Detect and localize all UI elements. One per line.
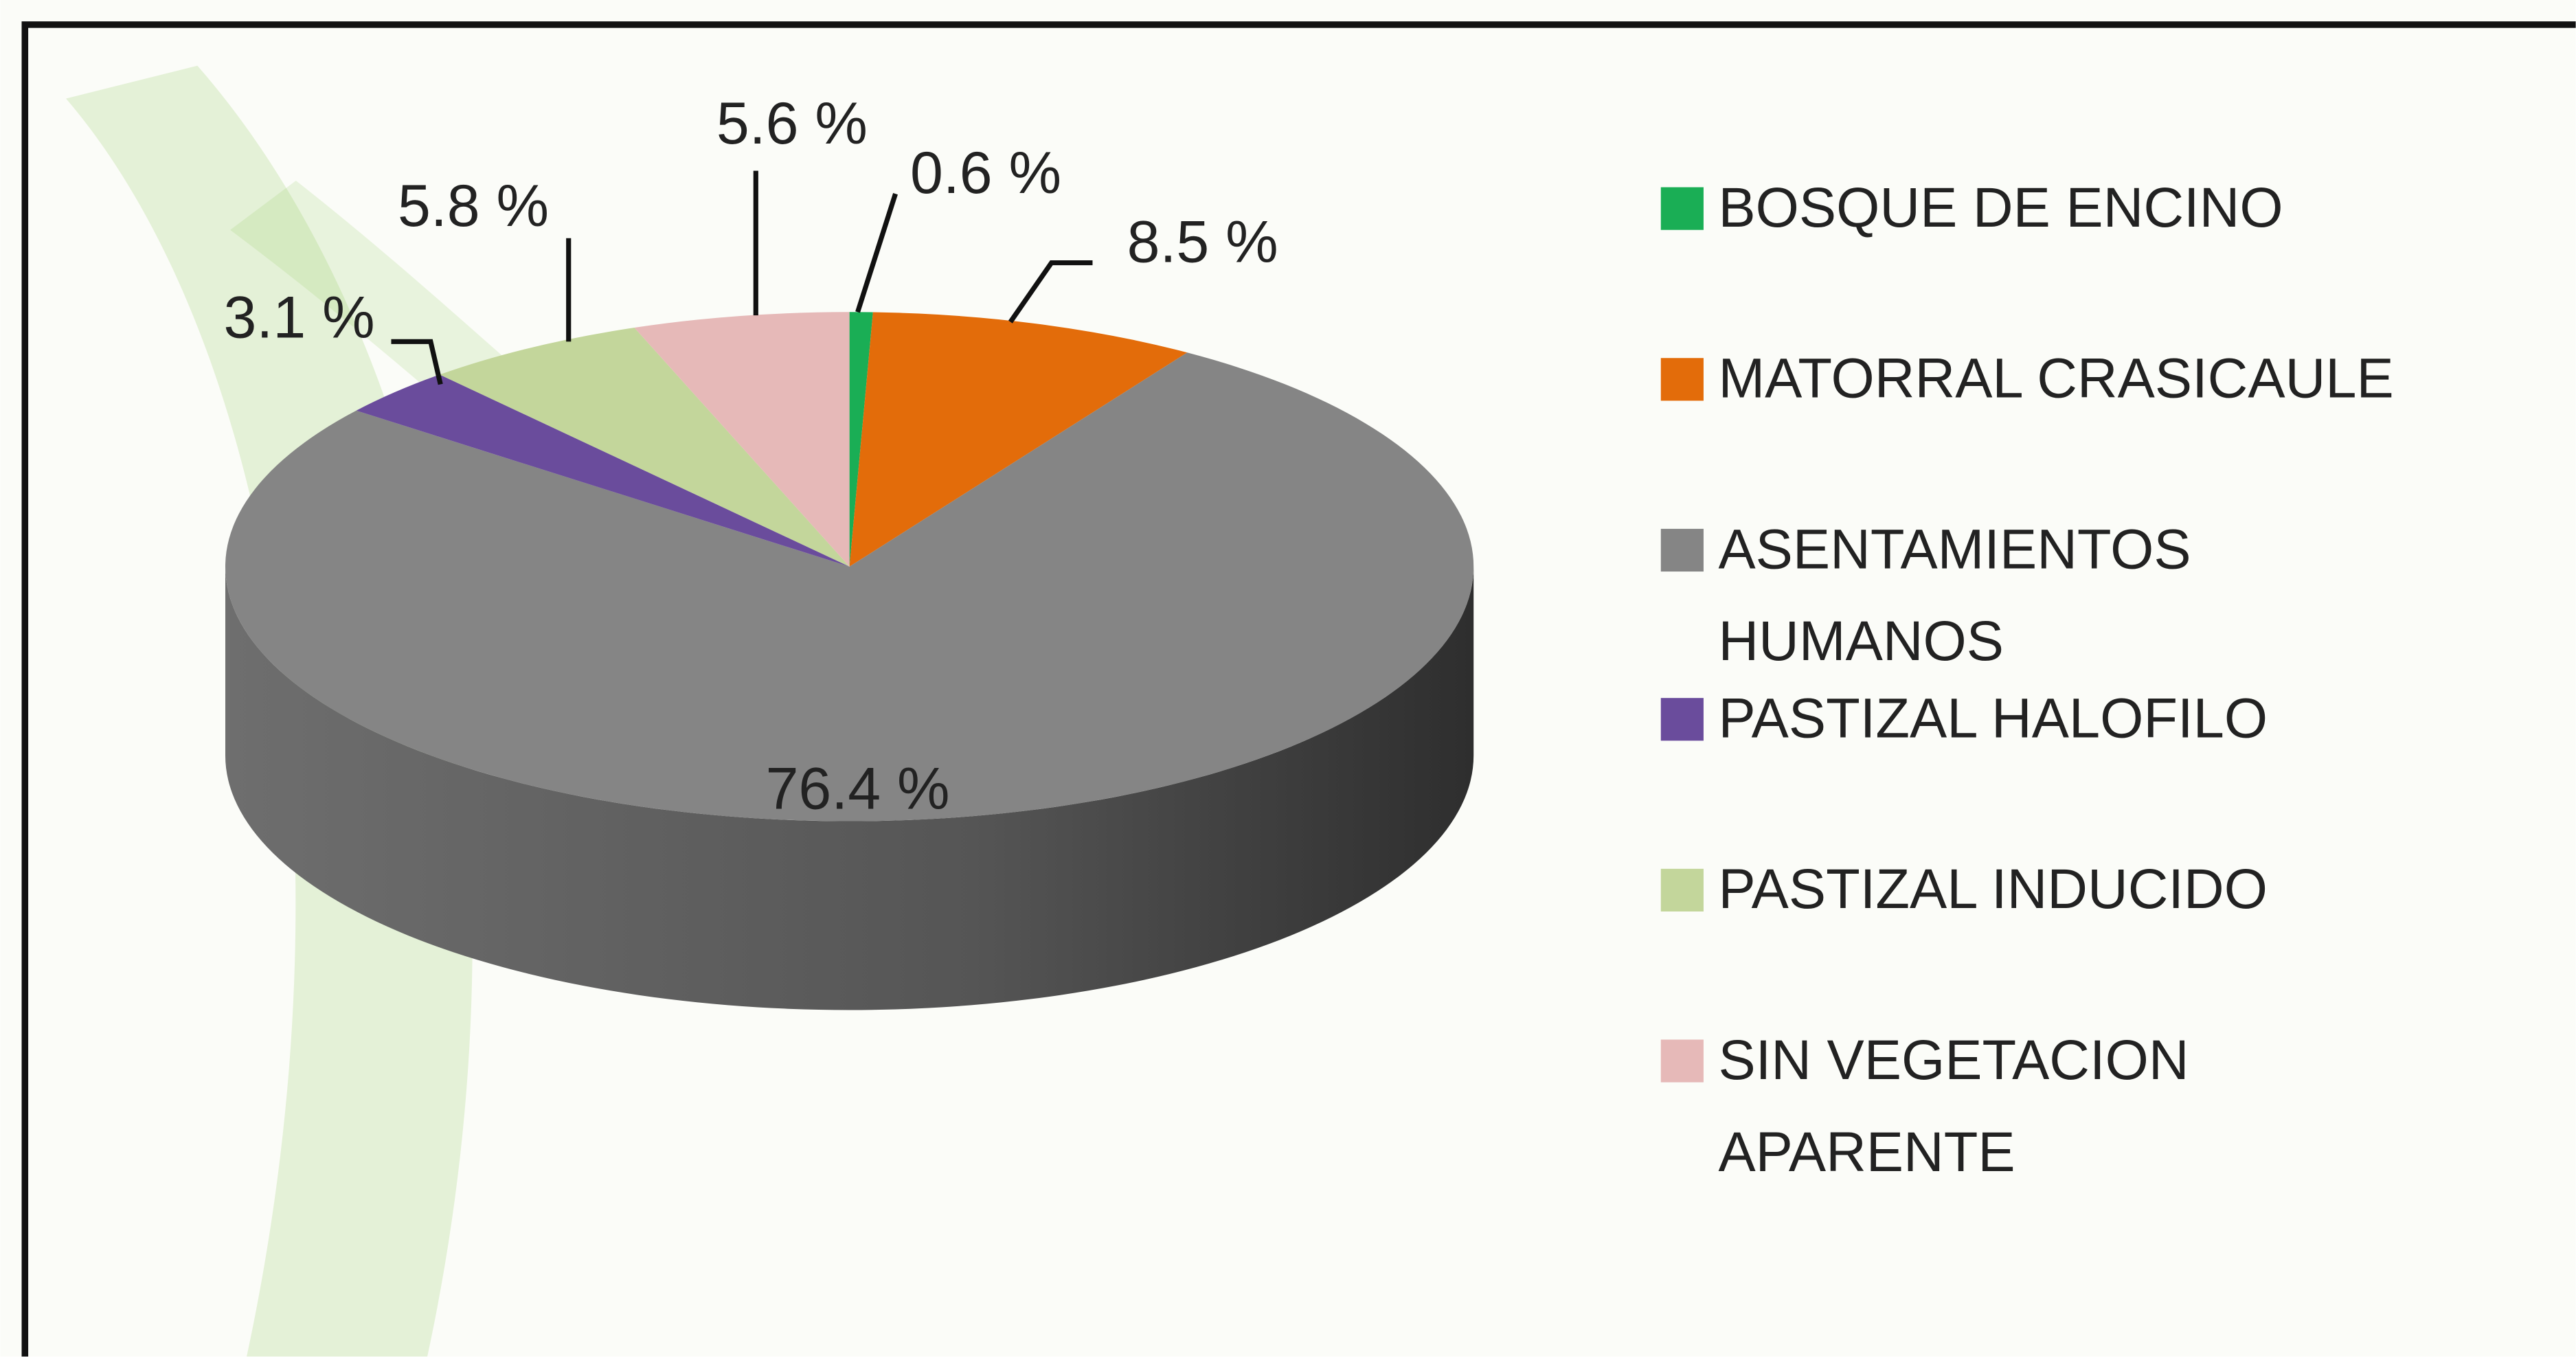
leader-line	[855, 193, 898, 313]
legend-label: BOSQUE DE ENCINO	[1718, 177, 2283, 240]
labels: 0.6 % 8.5 % 76.4 % 3.1 % 5.8 % 5.6 %	[224, 91, 1278, 821]
legend-swatch	[1660, 868, 1704, 912]
legend-swatch	[1660, 698, 1704, 741]
pie-slice	[849, 312, 1188, 567]
data-label: 76.4 %	[766, 756, 950, 822]
legend-entry: SIN VEGETACION APARENTE	[1718, 1030, 2189, 1184]
data-label: 5.6 %	[716, 91, 868, 157]
pie-slice	[225, 352, 1474, 821]
legend-entry: MATORRAL CRASICAULE	[1718, 348, 2394, 411]
legend-swatch	[1660, 187, 1704, 230]
pie-slice	[440, 328, 850, 567]
legend-swatch	[1660, 358, 1704, 401]
legend-label: PASTIZAL HALOFILO	[1718, 688, 2268, 751]
legend-label: ASENTAMIENTOS HUMANOS	[1718, 519, 2191, 674]
frame	[21, 21, 2576, 1357]
watermark	[66, 65, 473, 1357]
data-label: 3.1 %	[224, 284, 375, 350]
legend-entry: BOSQUE DE ENCINO	[1718, 177, 2283, 240]
leader-line	[1008, 260, 1093, 324]
pie-slice	[634, 312, 850, 567]
data-label: 5.8 %	[398, 173, 549, 239]
pie	[225, 312, 1474, 1010]
pie-side	[225, 566, 1474, 1010]
legend-entry: PASTIZAL INDUCIDO	[1718, 859, 2268, 922]
leader-line	[391, 339, 443, 385]
pie-slice	[356, 374, 850, 567]
legend-entry: PASTIZAL HALOFILO	[1718, 688, 2268, 751]
legend-swatch	[1660, 1039, 1704, 1083]
data-label: 0.6 %	[910, 140, 1061, 206]
legend-swatch	[1660, 528, 1704, 572]
legend-label: PASTIZAL INDUCIDO	[1718, 859, 2268, 922]
pie-slice	[849, 312, 873, 567]
legend-entry: ASENTAMIENTOS HUMANOS	[1718, 519, 2191, 674]
legend-label: SIN VEGETACION APARENTE	[1718, 1030, 2189, 1184]
data-label: 8.5 %	[1127, 209, 1278, 275]
legend-label: MATORRAL CRASICAULE	[1718, 348, 2394, 411]
legend: BOSQUE DE ENCINO MATORRAL CRASICAULE ASENT…	[1660, 177, 2394, 1184]
